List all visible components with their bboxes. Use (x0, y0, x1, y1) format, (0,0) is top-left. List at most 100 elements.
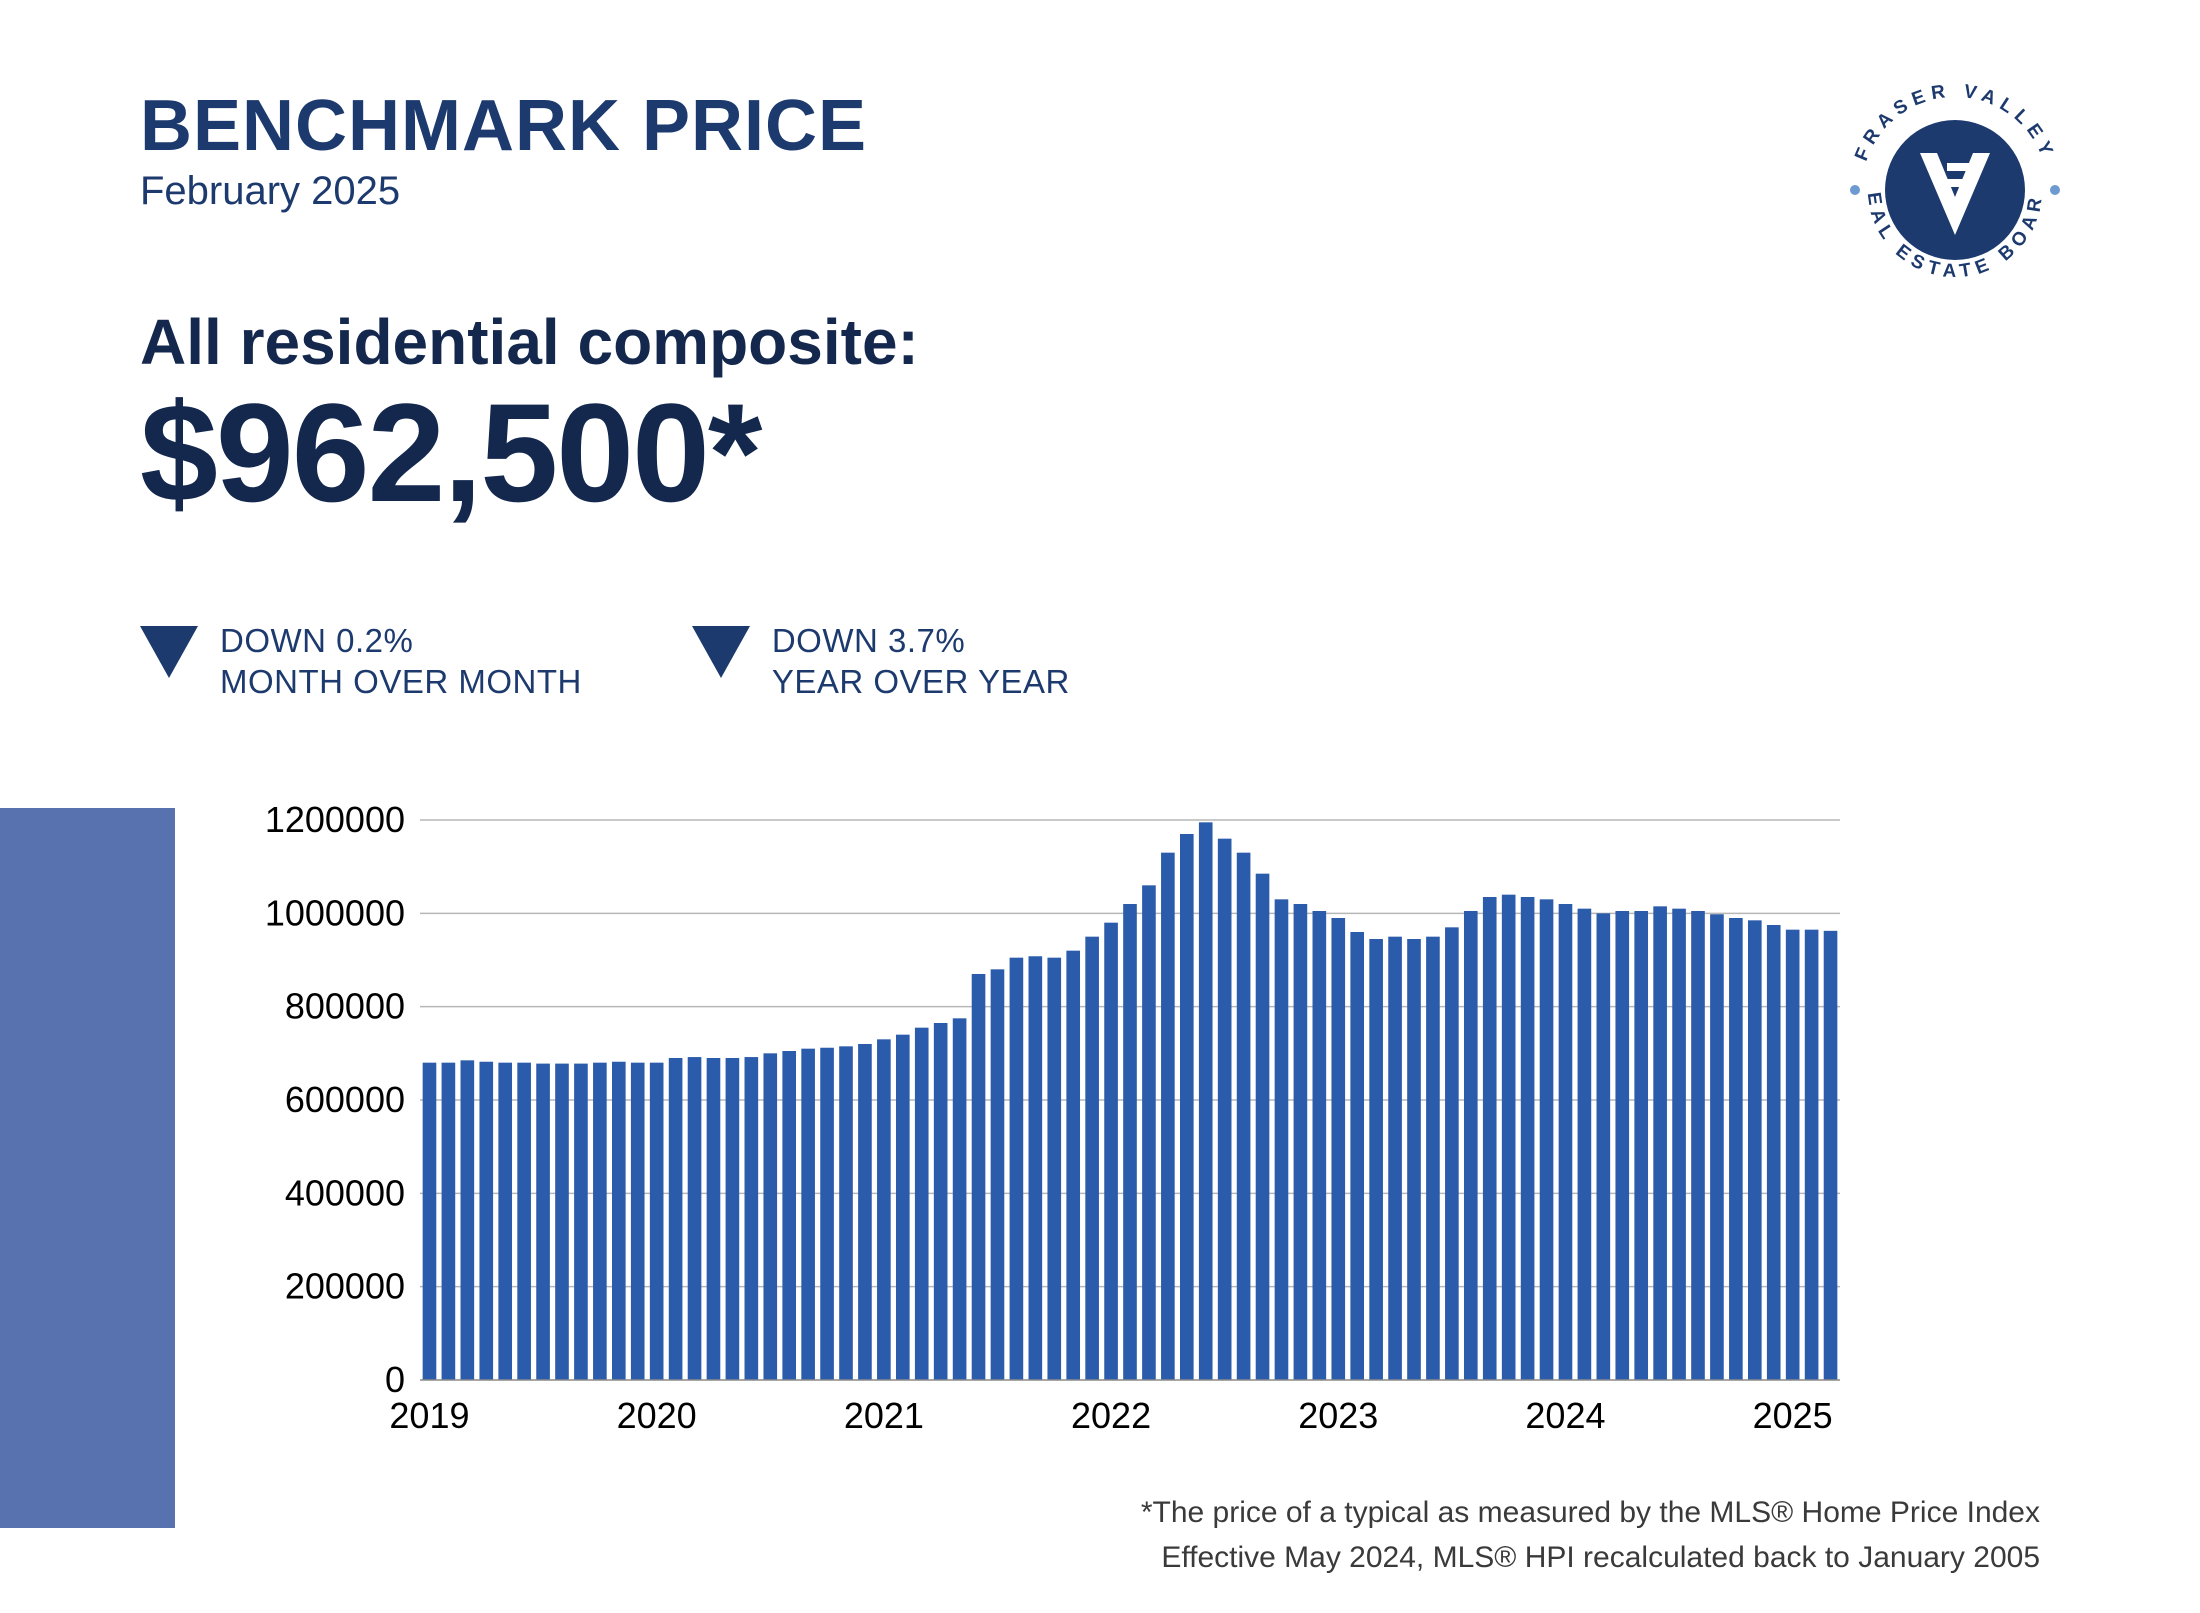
bar (1199, 822, 1213, 1380)
bar (1483, 897, 1497, 1380)
chart-svg: 0200000400000600000800000100000012000002… (260, 800, 1860, 1460)
bar (1464, 911, 1478, 1380)
bar (1634, 911, 1648, 1380)
bar (1710, 914, 1724, 1380)
bar (1142, 885, 1156, 1380)
bar (1085, 937, 1099, 1380)
bar (1313, 911, 1327, 1380)
bar (1767, 925, 1781, 1380)
down-triangle-icon (692, 626, 750, 678)
bar (1502, 895, 1516, 1380)
y-tick-label: 0 (385, 1359, 405, 1400)
stat-mom-line1: DOWN 0.2% (220, 620, 582, 661)
bar (763, 1053, 777, 1380)
bar (934, 1023, 948, 1380)
header: BENCHMARK PRICE February 2025 (140, 85, 2060, 214)
bar (1597, 913, 1611, 1380)
bar (896, 1035, 910, 1380)
bar (839, 1046, 853, 1380)
stats-row: DOWN 0.2% MONTH OVER MONTH DOWN 3.7% YEA… (140, 620, 1070, 703)
bar (858, 1044, 872, 1380)
y-tick-label: 800000 (285, 986, 405, 1027)
bar (423, 1063, 437, 1380)
composite-block: All residential composite: $962,500* (140, 305, 919, 526)
bar (536, 1064, 550, 1380)
stat-yoy-line2: YEAR OVER YEAR (772, 661, 1070, 702)
bar (1748, 920, 1762, 1380)
footnote: *The price of a typical as measured by t… (1141, 1490, 2040, 1580)
bar (1653, 906, 1667, 1380)
bar (1691, 911, 1705, 1380)
bar (1540, 899, 1554, 1380)
composite-price: $962,500* (140, 379, 919, 526)
bar (915, 1028, 929, 1380)
y-tick-label: 1200000 (265, 800, 405, 840)
logo-dot-right-icon (2050, 185, 2060, 195)
bar (1824, 931, 1838, 1380)
x-tick-label: 2019 (389, 1395, 469, 1436)
bar (1805, 930, 1819, 1380)
bar (517, 1063, 531, 1380)
bar (1123, 904, 1137, 1380)
y-tick-label: 200000 (285, 1266, 405, 1307)
bar (1010, 958, 1024, 1380)
bar (574, 1064, 588, 1380)
y-tick-label: 400000 (285, 1172, 405, 1213)
bar (1786, 930, 1800, 1380)
bar (1615, 911, 1629, 1380)
bar (1275, 899, 1289, 1380)
x-tick-label: 2020 (617, 1395, 697, 1436)
footnote-line1: *The price of a typical as measured by t… (1141, 1490, 2040, 1535)
bar (593, 1063, 607, 1380)
bar (1350, 932, 1364, 1380)
bar (1388, 937, 1402, 1380)
bar (1559, 904, 1573, 1380)
bar (650, 1063, 664, 1380)
bar (1047, 958, 1061, 1380)
x-tick-label: 2023 (1298, 1395, 1378, 1436)
bar (801, 1049, 815, 1380)
bar (1521, 897, 1535, 1380)
bar (1331, 918, 1345, 1380)
stat-yoy-text: DOWN 3.7% YEAR OVER YEAR (772, 620, 1070, 703)
x-tick-label: 2022 (1071, 1395, 1151, 1436)
stat-mom-text: DOWN 0.2% MONTH OVER MONTH (220, 620, 582, 703)
page-subtitle: February 2025 (140, 169, 2060, 214)
y-tick-label: 600000 (285, 1079, 405, 1120)
bar (1180, 834, 1194, 1380)
bar (1426, 937, 1440, 1380)
x-tick-label: 2025 (1753, 1395, 1833, 1436)
bar (498, 1063, 512, 1380)
bar (953, 1018, 967, 1380)
bar (1672, 909, 1686, 1380)
bar (1407, 939, 1421, 1380)
stat-mom: DOWN 0.2% MONTH OVER MONTH (140, 620, 582, 703)
bar (782, 1051, 796, 1380)
bar (820, 1048, 834, 1380)
stat-yoy-line1: DOWN 3.7% (772, 620, 1070, 661)
fraser-valley-logo: FRASER VALLEY REAL ESTATE BOARD (1840, 75, 2070, 305)
bar (1294, 904, 1308, 1380)
bar (726, 1058, 740, 1380)
bar (479, 1062, 493, 1380)
composite-label: All residential composite: (140, 305, 919, 379)
bar (442, 1063, 456, 1380)
bar (612, 1062, 626, 1380)
bar (1369, 939, 1383, 1380)
benchmark-price-chart: 0200000400000600000800000100000012000002… (260, 800, 1860, 1460)
side-accent-bar (0, 808, 175, 1528)
bar (669, 1058, 683, 1380)
bar (1029, 956, 1043, 1380)
bar (1578, 909, 1592, 1380)
bar (631, 1063, 645, 1380)
bar (877, 1039, 891, 1380)
bar (555, 1064, 569, 1380)
page-title: BENCHMARK PRICE (140, 85, 2060, 167)
stat-mom-line2: MONTH OVER MONTH (220, 661, 582, 702)
bar (1237, 853, 1251, 1380)
bar (991, 969, 1005, 1380)
stat-yoy: DOWN 3.7% YEAR OVER YEAR (692, 620, 1070, 703)
bar (745, 1057, 759, 1380)
x-tick-label: 2021 (844, 1395, 924, 1436)
bar (707, 1058, 721, 1380)
